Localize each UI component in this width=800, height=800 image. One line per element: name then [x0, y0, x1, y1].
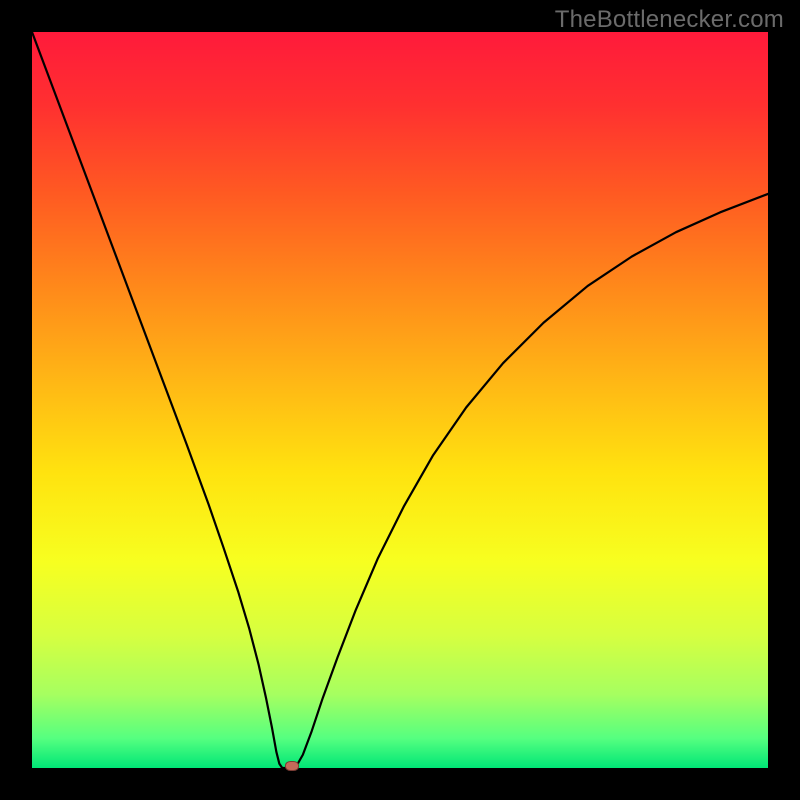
bottleneck-curve — [32, 32, 768, 768]
optimal-point-marker — [285, 761, 299, 772]
chart-stage: TheBottlenecker.com — [0, 0, 800, 800]
curve-layer — [0, 0, 800, 800]
watermark-text: TheBottlenecker.com — [555, 6, 784, 34]
